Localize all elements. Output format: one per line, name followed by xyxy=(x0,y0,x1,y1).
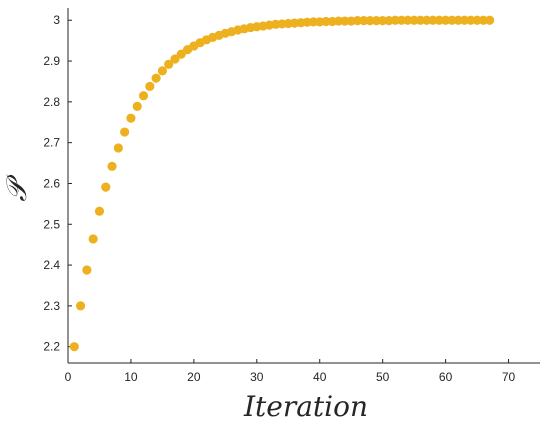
data-point xyxy=(75,301,86,311)
x-tick-label: 50 xyxy=(376,370,390,384)
data-point xyxy=(472,15,482,25)
data-point xyxy=(403,15,413,25)
data-point xyxy=(145,81,155,91)
data-point xyxy=(422,15,432,25)
data-point xyxy=(447,15,457,25)
y-tick-label: 2.5 xyxy=(43,217,60,231)
data-point xyxy=(415,15,426,25)
data-point xyxy=(466,15,476,25)
data-point xyxy=(478,15,488,25)
data-point xyxy=(94,206,105,216)
data-point xyxy=(453,15,463,25)
x-axis-label: Iteration xyxy=(243,390,368,423)
y-tick-label: 2.4 xyxy=(43,258,60,272)
data-point xyxy=(164,59,174,69)
data-point xyxy=(151,73,161,83)
y-axis-label: 𝒫 xyxy=(0,174,33,202)
data-point xyxy=(365,16,375,26)
x-tick-label: 60 xyxy=(439,370,453,384)
data-point xyxy=(120,127,130,137)
data-point xyxy=(485,15,495,25)
data-point xyxy=(138,91,149,101)
y-tick-label: 3 xyxy=(53,13,60,27)
data-point xyxy=(170,54,180,64)
x-tick-label: 30 xyxy=(250,370,264,384)
data-point xyxy=(359,16,369,26)
y-tick-label: 2.9 xyxy=(43,54,60,68)
data-point xyxy=(396,15,407,25)
data-point xyxy=(308,17,319,27)
data-point xyxy=(441,15,451,25)
axes: 0 10 20 30 40 50 60 70 2.2 2.3 2.4 2.5 2.6 2.7 2.8 2.9 3 xyxy=(43,8,540,384)
data-point xyxy=(321,16,331,27)
data-point xyxy=(434,15,444,25)
data-point xyxy=(371,16,381,26)
data-point xyxy=(132,101,142,111)
data-point xyxy=(88,234,98,244)
data-point xyxy=(126,113,136,123)
data-point xyxy=(107,161,117,171)
data-point xyxy=(82,265,92,275)
data-point xyxy=(428,15,438,25)
y-tick-label: 2.8 xyxy=(43,95,60,109)
y-tick-label: 2.3 xyxy=(43,299,60,313)
data-point xyxy=(378,16,388,26)
data-point xyxy=(390,15,400,25)
data-point xyxy=(69,342,79,352)
x-tick-label: 40 xyxy=(313,370,327,384)
data-points xyxy=(69,15,495,352)
data-point xyxy=(113,143,123,153)
data-point xyxy=(352,16,363,26)
data-point xyxy=(340,16,350,26)
x-tick-label: 0 xyxy=(65,370,72,384)
x-tick-label: 10 xyxy=(124,370,138,384)
x-tick-label: 20 xyxy=(187,370,201,384)
y-tick-label: 2.2 xyxy=(43,340,60,354)
data-point xyxy=(334,16,344,26)
data-point xyxy=(409,15,419,25)
y-tick-label: 2.7 xyxy=(43,136,60,150)
y-tick-label: 2.6 xyxy=(43,176,60,190)
data-point xyxy=(459,15,470,25)
data-point xyxy=(157,66,167,76)
data-point xyxy=(101,182,111,192)
x-tick-label: 70 xyxy=(502,370,516,384)
